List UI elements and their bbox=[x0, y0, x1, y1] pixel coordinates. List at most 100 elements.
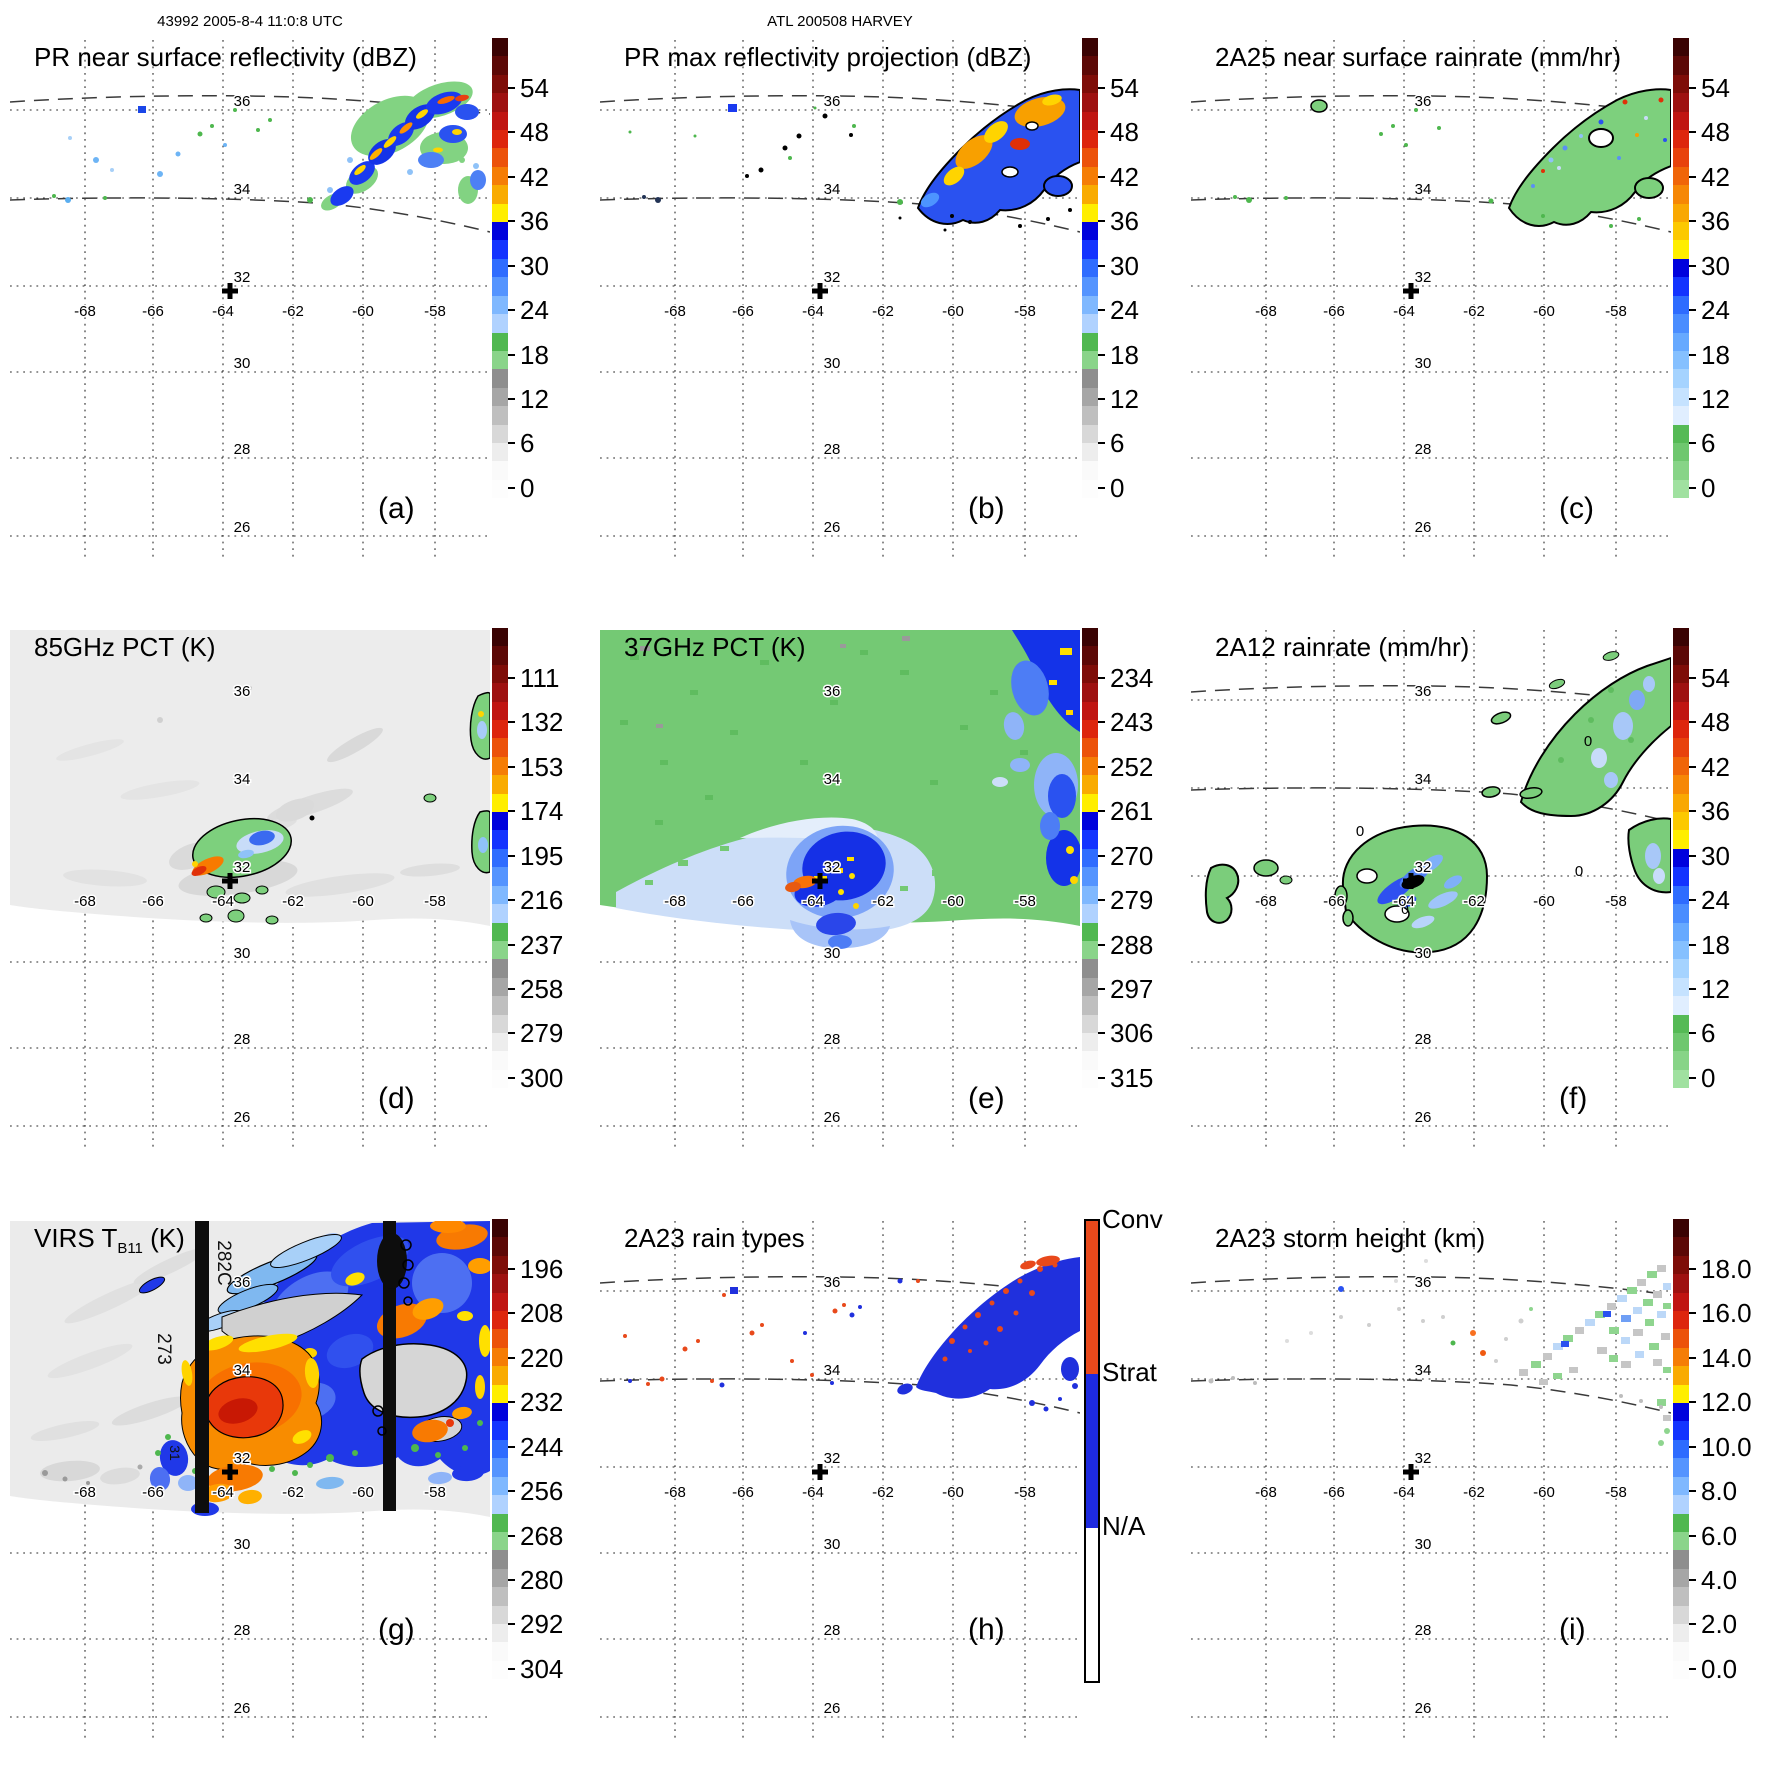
panel-f: 2A12 rainrate (mm/hr) 0 0 0 0 36 34 32 30 28 26 -68… bbox=[1181, 590, 1771, 1180]
colorbar-segment bbox=[492, 56, 508, 75]
colorbar-segment bbox=[492, 240, 508, 259]
data-region bbox=[1066, 846, 1074, 854]
colorbar-segment bbox=[492, 812, 508, 831]
data-region bbox=[646, 1382, 650, 1386]
lon-label: -66 bbox=[732, 1484, 754, 1501]
data-region bbox=[1608, 687, 1614, 693]
colorbar-tick-label: 196 bbox=[520, 1254, 564, 1284]
data-region bbox=[326, 1454, 334, 1462]
colorbar-segment bbox=[1082, 74, 1098, 94]
colorbar-tick-label: 12 bbox=[1701, 974, 1730, 1005]
lat-label: 36 bbox=[234, 93, 251, 110]
data-region bbox=[1339, 1315, 1343, 1319]
panel-header: 43992 2005-8-4 11:0:8 UTC bbox=[157, 13, 343, 30]
lat-label: 30 bbox=[234, 355, 251, 372]
data-region bbox=[1208, 1378, 1214, 1384]
colorbar-tick bbox=[1689, 899, 1696, 902]
colorbar-segment bbox=[492, 830, 508, 849]
data-region bbox=[693, 134, 697, 138]
contour-label: 273 bbox=[153, 1333, 174, 1365]
data-region bbox=[830, 700, 838, 705]
colorbar-tick-label: 12 bbox=[1110, 384, 1139, 415]
data-region bbox=[412, 1298, 444, 1320]
data-region bbox=[175, 151, 181, 157]
colorbar-tick-label: 2.0 bbox=[1701, 1609, 1738, 1640]
colorbar-tick bbox=[1689, 486, 1696, 489]
colorbar-tick bbox=[1689, 1032, 1696, 1035]
lon-label: -68 bbox=[74, 1484, 96, 1501]
data-region bbox=[1604, 772, 1618, 788]
colorbar-segment bbox=[492, 277, 508, 296]
colorbar-segment bbox=[492, 38, 508, 57]
colorbar-tick-label: 54 bbox=[1701, 73, 1730, 103]
data-region bbox=[1507, 88, 1671, 227]
data-region bbox=[1518, 1318, 1524, 1324]
data-region bbox=[377, 1426, 387, 1436]
colorbar-tick-label: 30 bbox=[1701, 250, 1730, 281]
data-region bbox=[949, 1338, 955, 1344]
colorbar-segment bbox=[1086, 1527, 1098, 1681]
data-region bbox=[1597, 1347, 1607, 1354]
colorbar-tick-label: 24 bbox=[1110, 295, 1139, 326]
colorbar-tick bbox=[1689, 721, 1696, 724]
colorbar-tick-label: 42 bbox=[1701, 751, 1730, 782]
panel-e: 37GHz PCT (K) 36 34 32 30 28 26 -68 -66 -64 -62 -60… bbox=[590, 590, 1180, 1180]
data-region bbox=[1639, 1399, 1643, 1403]
panel-title-sub: B11 bbox=[117, 1240, 143, 1258]
colorbar-segment bbox=[492, 959, 508, 978]
colorbar-tick-label: 288 bbox=[1110, 929, 1154, 960]
colorbar-tick bbox=[508, 264, 515, 267]
data-region bbox=[1607, 1303, 1616, 1310]
panel-title: PR max reflectivity projection (dBZ) bbox=[624, 42, 1031, 73]
data-region bbox=[30, 1421, 100, 1441]
lon-label: -62 bbox=[1463, 1484, 1485, 1501]
data-region bbox=[992, 777, 1008, 787]
colorbar-segment bbox=[492, 424, 508, 443]
colorbar-segment bbox=[492, 258, 508, 278]
colorbar-segment bbox=[1086, 1374, 1098, 1528]
lat-label: 30 bbox=[824, 355, 841, 372]
data-region bbox=[1379, 132, 1383, 136]
colorbar-segment bbox=[1082, 130, 1098, 149]
lat-label: 26 bbox=[824, 1700, 841, 1717]
data-region bbox=[1643, 1299, 1653, 1306]
data-region bbox=[628, 130, 632, 134]
lon-label: -66 bbox=[1323, 1484, 1345, 1501]
colorbar-tick-label: 12.0 bbox=[1701, 1387, 1752, 1418]
data-region bbox=[840, 644, 846, 648]
panel-letter: (a) bbox=[378, 492, 415, 525]
data-region bbox=[1619, 1394, 1623, 1398]
data-region bbox=[452, 1406, 472, 1420]
data-region bbox=[1419, 854, 1443, 874]
colorbar-tick-label: 244 bbox=[520, 1431, 564, 1462]
colorbar-segment bbox=[1082, 277, 1098, 296]
colorbar-tick-label: 36 bbox=[520, 206, 549, 237]
colorbar-segment bbox=[492, 1292, 508, 1312]
colorbar bbox=[492, 628, 508, 1089]
data-region bbox=[897, 1383, 913, 1395]
data-region bbox=[354, 164, 366, 176]
colorbar-segment bbox=[492, 922, 508, 941]
data-region bbox=[828, 935, 852, 949]
colorbar-tick bbox=[1689, 1268, 1696, 1270]
colorbar-segment bbox=[492, 793, 508, 813]
colorbar-tick-label: 216 bbox=[520, 885, 564, 916]
lat-label: 28 bbox=[1415, 1622, 1432, 1639]
colorbar-tick bbox=[1689, 131, 1696, 134]
colorbar-segment bbox=[492, 479, 508, 499]
panel-header: ATL 200508 HARVEY bbox=[767, 13, 913, 30]
lat-label: 30 bbox=[234, 945, 251, 962]
data-region bbox=[446, 1419, 454, 1427]
colorbar-tick bbox=[508, 1032, 515, 1035]
lon-label: -58 bbox=[424, 1484, 446, 1501]
data-region bbox=[248, 686, 252, 690]
colorbar-segment bbox=[492, 904, 508, 923]
data-region bbox=[210, 124, 214, 128]
data-region bbox=[803, 1331, 807, 1335]
lon-label: -60 bbox=[942, 303, 964, 320]
colorbar-tick bbox=[508, 1667, 515, 1670]
colorbar-segment bbox=[1673, 1421, 1689, 1440]
data-region bbox=[1529, 1307, 1533, 1311]
colorbar-segment bbox=[1673, 1219, 1689, 1238]
colorbar-tick bbox=[1689, 353, 1696, 356]
